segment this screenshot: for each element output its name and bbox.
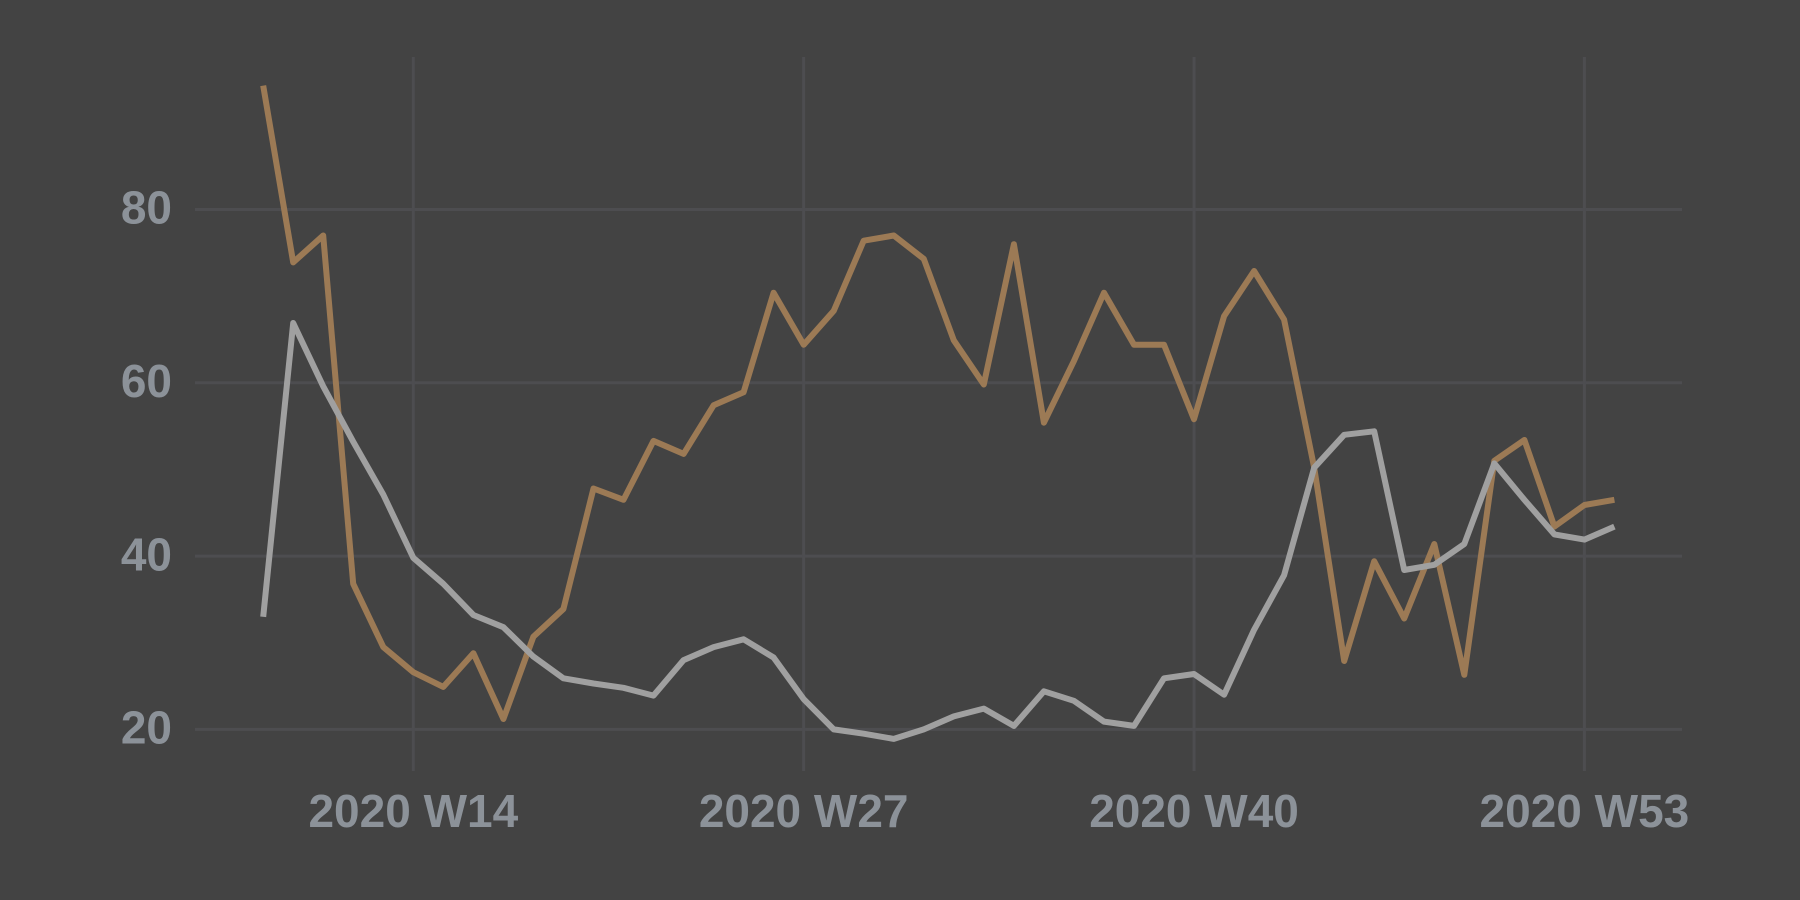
series-line — [260, 320, 1616, 742]
x-tick-label: 2020 W27 — [699, 785, 909, 837]
x-tick-label: 2020 W53 — [1480, 785, 1690, 837]
series-line — [260, 85, 1615, 722]
y-tick-label: 20 — [121, 702, 172, 754]
x-tick-label: 2020 W40 — [1089, 785, 1299, 837]
x-tick-label: 2020 W14 — [308, 785, 518, 837]
y-tick-label: 80 — [121, 182, 172, 234]
y-tick-label: 40 — [121, 528, 172, 580]
y-tick-label: 60 — [121, 355, 172, 407]
